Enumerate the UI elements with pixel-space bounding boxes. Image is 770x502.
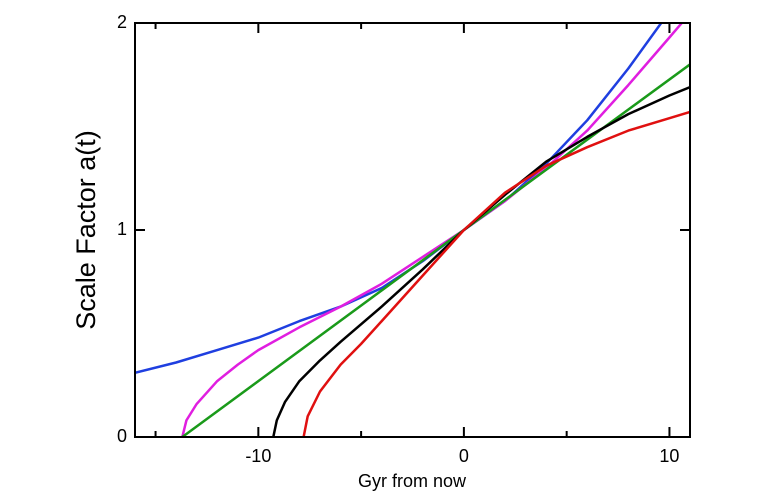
y-tick-label: 2 — [117, 12, 127, 32]
line-series — [302, 110, 690, 437]
line-series — [181, 23, 683, 437]
axes-frame — [134, 22, 691, 438]
line-series — [272, 86, 690, 437]
x-tick-label: 10 — [659, 446, 679, 466]
line-series — [135, 23, 663, 375]
y-tick-label: 1 — [117, 219, 127, 239]
x-tick-label: 0 — [459, 446, 469, 466]
y-tick-label: 0 — [117, 426, 127, 446]
x-axis-label: Gyr from now — [358, 471, 467, 491]
line-series — [181, 63, 690, 437]
y-axis-label: Scale Factor a(t) — [71, 130, 101, 330]
plot-area — [135, 23, 690, 437]
x-tick-label: -10 — [245, 446, 271, 466]
